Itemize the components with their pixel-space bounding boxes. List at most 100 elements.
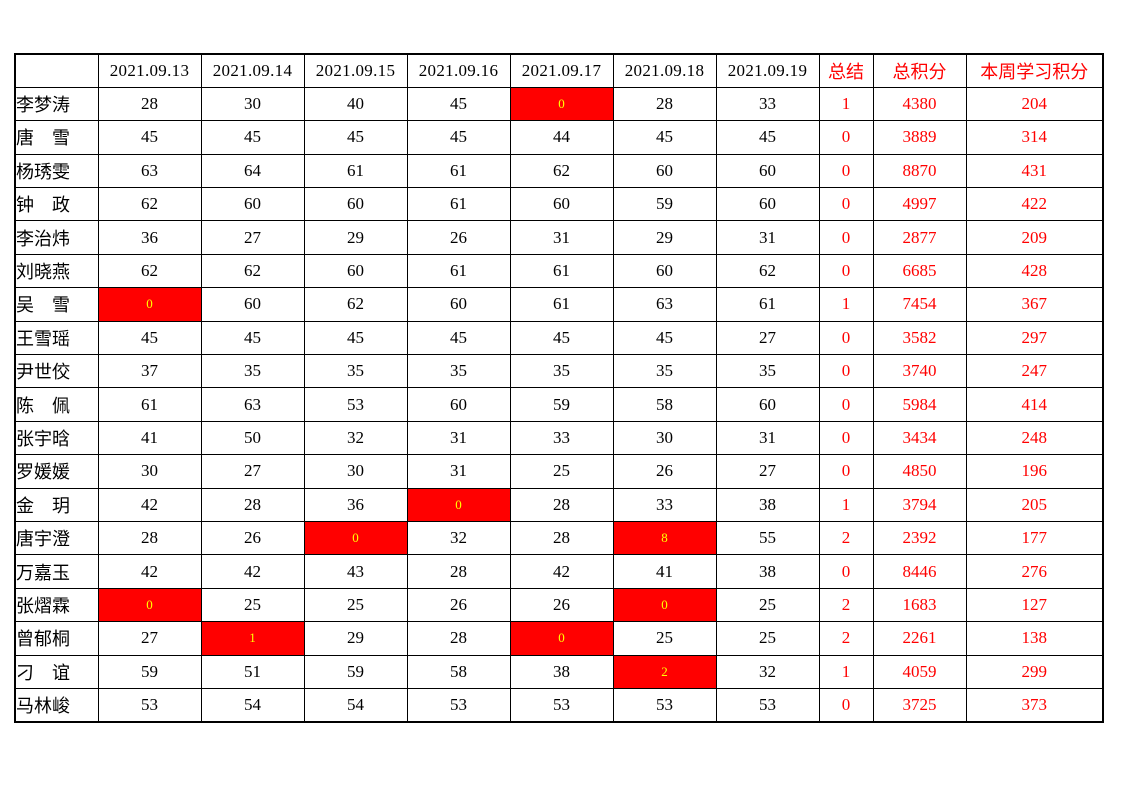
day-score-cell-highlighted: 0 xyxy=(509,621,614,656)
day-score-cell: 61 xyxy=(715,287,820,322)
week-points-cell: 299 xyxy=(965,654,1104,689)
table-row: 钟 政 62 60 60 61 60 59 60 0 4997 422 xyxy=(14,187,1104,222)
day-score-cell: 64 xyxy=(200,153,305,189)
day-score-cell: 28 xyxy=(509,520,614,556)
week-points-cell: 276 xyxy=(965,554,1104,589)
day-score-cell-highlighted: 0 xyxy=(303,520,408,556)
day-score-cell: 28 xyxy=(200,487,305,522)
summary-count-cell: 0 xyxy=(818,387,874,422)
summary-count-cell: 0 xyxy=(818,120,874,155)
day-score-cell: 25 xyxy=(303,587,408,623)
day-score-cell: 33 xyxy=(612,487,717,522)
column-header-summary: 总结 xyxy=(818,53,874,88)
day-score-cell: 30 xyxy=(200,86,305,122)
total-points-cell: 3740 xyxy=(872,354,967,389)
total-points-cell: 3582 xyxy=(872,320,967,356)
week-points-cell: 367 xyxy=(965,287,1104,322)
total-points-cell: 5984 xyxy=(872,387,967,422)
column-header-date-7: 2021.09.19 xyxy=(715,53,820,88)
day-score-cell: 53 xyxy=(406,687,511,723)
day-score-cell-highlighted: 0 xyxy=(406,487,511,522)
day-score-cell-highlighted: 8 xyxy=(612,520,717,556)
day-score-cell: 58 xyxy=(612,387,717,422)
day-score-cell-highlighted: 0 xyxy=(97,287,202,322)
day-score-cell: 35 xyxy=(612,354,717,389)
total-points-cell: 4380 xyxy=(872,86,967,122)
total-points-cell: 8870 xyxy=(872,153,967,189)
day-score-cell: 53 xyxy=(97,687,202,723)
summary-count-cell: 0 xyxy=(818,253,874,289)
day-score-cell: 60 xyxy=(200,287,305,322)
day-score-cell: 62 xyxy=(509,153,614,189)
day-score-cell: 60 xyxy=(303,187,408,222)
day-score-cell: 28 xyxy=(406,554,511,589)
day-score-cell: 45 xyxy=(303,320,408,356)
student-name: 张宇晗 xyxy=(14,420,99,456)
table-row: 刁 谊 59 51 59 58 38 2 32 1 4059 299 xyxy=(14,654,1104,689)
total-points-cell: 7454 xyxy=(872,287,967,322)
total-points-cell: 2392 xyxy=(872,520,967,556)
day-score-cell: 32 xyxy=(303,420,408,456)
day-score-cell-highlighted: 0 xyxy=(612,587,717,623)
day-score-cell: 27 xyxy=(715,454,820,489)
week-points-cell: 297 xyxy=(965,320,1104,356)
day-score-cell: 26 xyxy=(612,454,717,489)
week-points-cell: 138 xyxy=(965,621,1104,656)
header-row: 2021.09.13 2021.09.14 2021.09.15 2021.09… xyxy=(14,53,1104,88)
day-score-cell: 42 xyxy=(200,554,305,589)
table-row: 马林峻 53 54 54 53 53 53 53 0 3725 373 xyxy=(14,687,1104,723)
day-score-cell: 41 xyxy=(97,420,202,456)
column-header-date-4: 2021.09.16 xyxy=(406,53,511,88)
day-score-cell: 60 xyxy=(612,153,717,189)
day-score-cell: 54 xyxy=(200,687,305,723)
day-score-cell: 61 xyxy=(406,253,511,289)
day-score-cell: 59 xyxy=(97,654,202,689)
day-score-cell: 45 xyxy=(406,120,511,155)
day-score-cell: 58 xyxy=(406,654,511,689)
day-score-cell: 45 xyxy=(406,320,511,356)
total-points-cell: 8446 xyxy=(872,554,967,589)
table-row: 曾郁桐 27 1 29 28 0 25 25 2 2261 138 xyxy=(14,621,1104,656)
week-points-cell: 205 xyxy=(965,487,1104,522)
column-header-date-6: 2021.09.18 xyxy=(612,53,717,88)
total-points-cell: 3434 xyxy=(872,420,967,456)
day-score-cell: 31 xyxy=(406,454,511,489)
day-score-cell: 43 xyxy=(303,554,408,589)
summary-count-cell: 0 xyxy=(818,153,874,189)
summary-count-cell: 0 xyxy=(818,220,874,255)
day-score-cell: 35 xyxy=(200,354,305,389)
day-score-cell: 30 xyxy=(97,454,202,489)
day-score-cell: 54 xyxy=(303,687,408,723)
day-score-cell: 62 xyxy=(97,253,202,289)
table-row: 罗媛媛 30 27 30 31 25 26 27 0 4850 196 xyxy=(14,454,1104,489)
day-score-cell: 60 xyxy=(715,387,820,422)
day-score-cell-highlighted: 1 xyxy=(200,621,305,656)
day-score-cell: 25 xyxy=(200,587,305,623)
day-score-cell: 25 xyxy=(715,587,820,623)
column-header-total-points: 总积分 xyxy=(872,53,967,88)
day-score-cell: 59 xyxy=(303,654,408,689)
day-score-cell: 61 xyxy=(303,153,408,189)
table-row: 王雪瑶 45 45 45 45 45 45 27 0 3582 297 xyxy=(14,320,1104,356)
day-score-cell: 25 xyxy=(715,621,820,656)
total-points-cell: 4059 xyxy=(872,654,967,689)
day-score-cell: 60 xyxy=(406,287,511,322)
total-points-cell: 2877 xyxy=(872,220,967,255)
week-points-cell: 314 xyxy=(965,120,1104,155)
day-score-cell: 31 xyxy=(509,220,614,255)
summary-count-cell: 0 xyxy=(818,320,874,356)
week-points-cell: 428 xyxy=(965,253,1104,289)
day-score-cell: 61 xyxy=(97,387,202,422)
day-score-cell: 28 xyxy=(612,86,717,122)
day-score-cell: 60 xyxy=(406,387,511,422)
day-score-cell: 60 xyxy=(200,187,305,222)
day-score-cell: 45 xyxy=(200,120,305,155)
summary-count-cell: 1 xyxy=(818,287,874,322)
student-name: 唐 雪 xyxy=(14,120,99,155)
week-points-cell: 431 xyxy=(965,153,1104,189)
day-score-cell: 63 xyxy=(612,287,717,322)
score-table: 2021.09.13 2021.09.14 2021.09.15 2021.09… xyxy=(14,53,1104,723)
day-score-cell: 29 xyxy=(303,220,408,255)
column-header-date-3: 2021.09.15 xyxy=(303,53,408,88)
day-score-cell: 45 xyxy=(612,320,717,356)
